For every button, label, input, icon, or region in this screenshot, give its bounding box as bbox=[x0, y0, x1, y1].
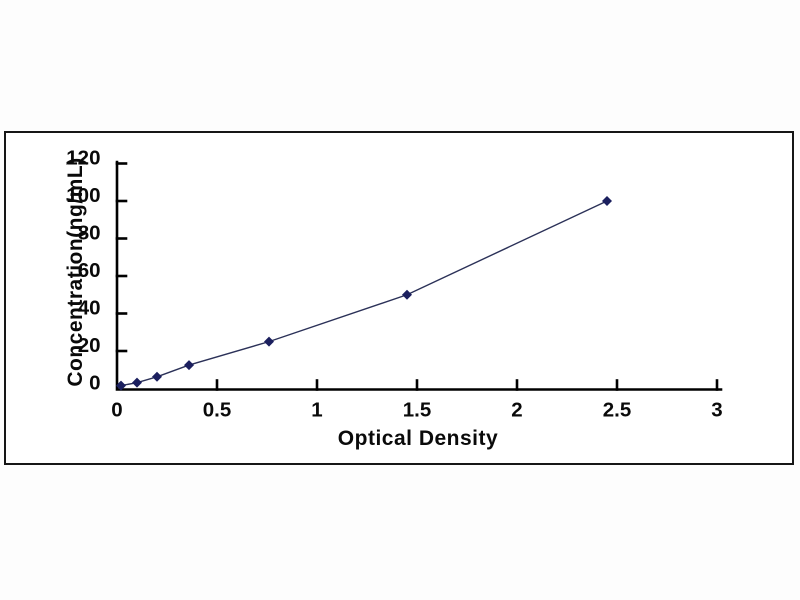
x-tick-label: 2.5 bbox=[603, 399, 632, 422]
data-point-marker bbox=[132, 377, 142, 388]
data-point-marker bbox=[264, 336, 274, 347]
y-tick-label: 40 bbox=[78, 297, 101, 320]
data-point-marker bbox=[602, 196, 612, 206]
x-tick-label: 0 bbox=[111, 399, 122, 422]
x-tick-label: 1 bbox=[311, 399, 322, 422]
data-point-marker bbox=[184, 360, 194, 371]
x-tick-label: 3 bbox=[711, 399, 722, 422]
data-point-marker bbox=[116, 380, 126, 391]
chart-frame: Concentration(ng/mL) Optical Density 0 0.… bbox=[4, 131, 794, 465]
y-tick-label: 80 bbox=[78, 222, 101, 245]
y-tick-label: 60 bbox=[78, 259, 101, 282]
data-points bbox=[116, 196, 612, 391]
y-tick-label: 100 bbox=[66, 184, 100, 207]
series-line bbox=[120, 200, 608, 387]
x-tick-label: 0.5 bbox=[203, 399, 232, 422]
x-tick-label: 1.5 bbox=[403, 399, 432, 422]
standard-curve-plot: 0 0.5 1 1.5 2 2.5 3 0 20 40 60 80 100 120 bbox=[66, 147, 723, 422]
y-tick-label: 120 bbox=[66, 147, 100, 170]
x-axis-title: Optical Density bbox=[337, 427, 499, 450]
data-point-marker bbox=[152, 371, 162, 382]
x-tick-label: 2 bbox=[511, 399, 522, 422]
y-tick-label: 20 bbox=[78, 334, 101, 357]
axes bbox=[115, 160, 723, 391]
y-tick-label: 0 bbox=[89, 372, 100, 395]
data-point-marker bbox=[402, 289, 412, 300]
tick-labels: 0 0.5 1 1.5 2 2.5 3 0 20 40 60 80 100 120 bbox=[66, 147, 722, 422]
axis-lines bbox=[115, 160, 723, 391]
